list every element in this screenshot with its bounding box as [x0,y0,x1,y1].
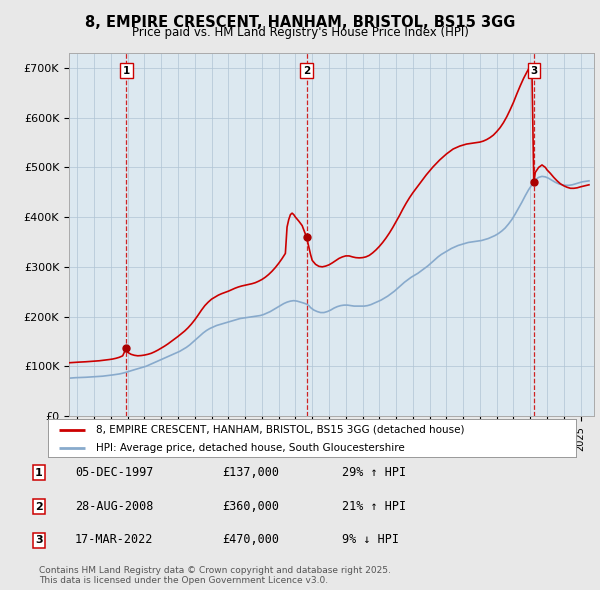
Text: 8, EMPIRE CRESCENT, HANHAM, BRISTOL, BS15 3GG: 8, EMPIRE CRESCENT, HANHAM, BRISTOL, BS1… [85,15,515,30]
Text: Price paid vs. HM Land Registry's House Price Index (HPI): Price paid vs. HM Land Registry's House … [131,26,469,39]
Text: 2: 2 [35,502,43,512]
Text: 05-DEC-1997: 05-DEC-1997 [75,466,154,479]
Text: 21% ↑ HPI: 21% ↑ HPI [342,500,406,513]
Text: 3: 3 [35,535,43,545]
Text: 9% ↓ HPI: 9% ↓ HPI [342,533,399,546]
Text: 3: 3 [530,66,538,76]
Text: 28-AUG-2008: 28-AUG-2008 [75,500,154,513]
Text: 2: 2 [303,66,310,76]
Text: £360,000: £360,000 [222,500,279,513]
Text: 1: 1 [35,468,43,478]
Text: 1: 1 [123,66,130,76]
Text: HPI: Average price, detached house, South Gloucestershire: HPI: Average price, detached house, Sout… [95,442,404,453]
Text: Contains HM Land Registry data © Crown copyright and database right 2025.
This d: Contains HM Land Registry data © Crown c… [39,566,391,585]
Text: £137,000: £137,000 [222,466,279,479]
Text: 29% ↑ HPI: 29% ↑ HPI [342,466,406,479]
Text: 17-MAR-2022: 17-MAR-2022 [75,533,154,546]
Text: £470,000: £470,000 [222,533,279,546]
Text: 8, EMPIRE CRESCENT, HANHAM, BRISTOL, BS15 3GG (detached house): 8, EMPIRE CRESCENT, HANHAM, BRISTOL, BS1… [95,425,464,435]
